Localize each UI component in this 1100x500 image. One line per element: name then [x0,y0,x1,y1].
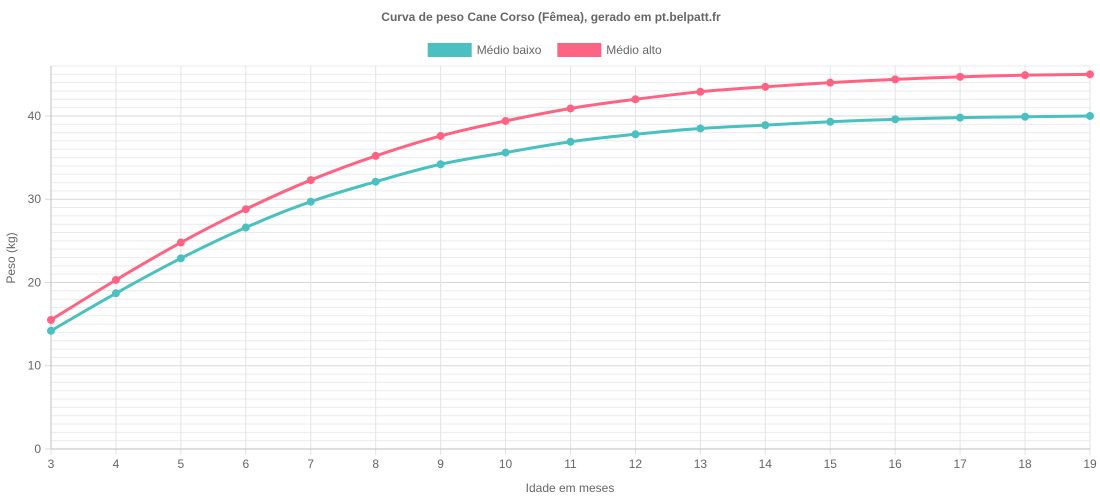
series-layer [47,70,1094,335]
data-point[interactable] [176,254,185,263]
y-tick-label: 30 [28,192,42,206]
chart-title: Curva de peso Cane Corso (Fêmea), gerado… [381,10,721,24]
data-point[interactable] [1021,112,1030,121]
y-tick-label: 40 [28,109,42,123]
data-point[interactable] [826,117,835,126]
legend-item[interactable]: Médio alto [557,43,662,57]
data-point[interactable] [696,124,705,133]
data-point[interactable] [176,238,185,247]
data-point[interactable] [761,82,770,91]
data-point[interactable] [306,197,315,206]
data-point[interactable] [47,315,55,324]
data-point[interactable] [761,121,770,130]
x-tick-label: 16 [889,457,903,471]
data-point[interactable] [436,131,445,140]
x-axis-title: Idade em meses [526,481,615,495]
x-tick-label: 6 [242,457,249,471]
data-point[interactable] [566,137,575,146]
data-point[interactable] [501,116,510,125]
x-tick-label: 11 [564,457,577,471]
legend-item[interactable]: Médio baixo [427,43,542,57]
data-point[interactable] [956,72,965,81]
series-1 [47,111,1094,335]
data-point[interactable] [631,130,640,139]
legend-swatch [427,43,472,57]
data-point[interactable] [696,87,705,96]
data-point[interactable] [566,104,575,113]
x-tick-label: 18 [1018,457,1032,471]
data-point[interactable] [111,275,120,284]
axes: 0 10 20 30 40 3 4 5 6 7 8 9 10 11 12 13 14 15 16 17 18 19 [28,66,1097,471]
data-point[interactable] [241,223,250,232]
legend[interactable]: Médio baixo Médio alto [427,43,662,57]
grid [45,65,1091,455]
x-tick-label: 15 [824,457,838,471]
data-point[interactable] [47,326,55,335]
x-tick-label: 19 [1083,457,1097,471]
data-point[interactable] [371,177,380,186]
data-point[interactable] [956,113,965,122]
data-point[interactable] [1021,71,1030,80]
y-axis-title: Peso (kg) [4,232,18,283]
x-tick-label: 9 [437,457,444,471]
legend-swatch [557,43,602,57]
data-point[interactable] [1086,70,1094,79]
legend-label: Médio baixo [477,43,542,57]
x-tick-label: 7 [307,457,314,471]
x-tick-label: 14 [759,457,773,471]
data-point[interactable] [306,176,315,185]
data-point[interactable] [631,95,640,104]
x-tick-label: 8 [372,457,379,471]
data-point[interactable] [891,75,900,84]
data-point[interactable] [1086,111,1094,120]
legend-label: Médio alto [606,43,662,57]
x-tick-label: 10 [499,457,513,471]
x-tick-label: 5 [178,457,185,471]
y-tick-label: 0 [34,442,41,456]
x-tick-label: 17 [953,457,967,471]
data-point[interactable] [826,78,835,87]
y-tick-label: 20 [28,275,42,289]
x-tick-label: 3 [48,457,55,471]
series-2 [47,70,1094,324]
data-point[interactable] [891,115,900,124]
x-tick-label: 4 [113,457,120,471]
data-point[interactable] [111,289,120,298]
data-point[interactable] [501,148,510,157]
x-tick-label: 13 [694,457,708,471]
data-point[interactable] [436,160,445,169]
data-point[interactable] [241,205,250,214]
x-tick-label: 12 [629,457,643,471]
data-point[interactable] [371,151,380,160]
y-tick-label: 10 [28,359,42,373]
